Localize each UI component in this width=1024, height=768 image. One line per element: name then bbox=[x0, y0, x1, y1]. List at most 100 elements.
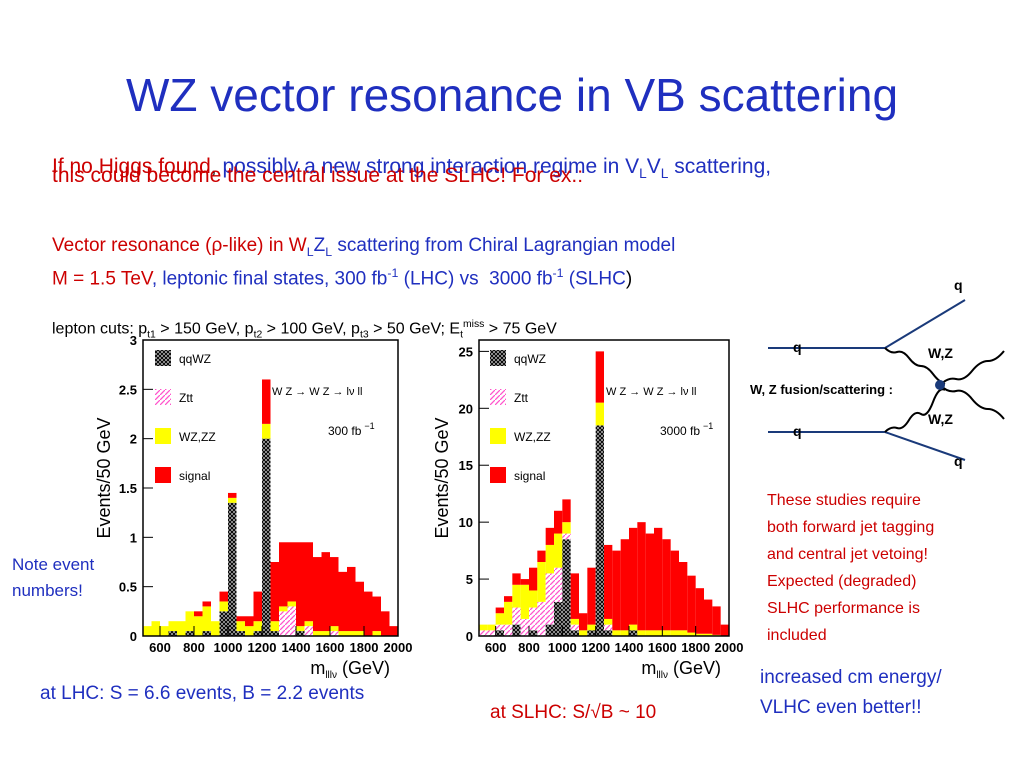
y-tick-label: 15 bbox=[459, 458, 473, 473]
bar-segment bbox=[554, 567, 563, 602]
y-axis-label: Events/50 GeV bbox=[432, 417, 452, 538]
bar-segment bbox=[236, 616, 245, 622]
legend-label: qqWZ bbox=[179, 352, 211, 366]
bar-segment bbox=[253, 621, 262, 632]
bar-segment bbox=[202, 601, 211, 607]
bar-segment bbox=[202, 606, 211, 632]
bar-segment bbox=[245, 626, 254, 636]
bar-segment bbox=[185, 611, 194, 632]
bar-segment bbox=[160, 626, 169, 636]
bar-segment bbox=[355, 581, 364, 632]
bar-segment bbox=[143, 626, 152, 636]
studies: These studies require both forward jet ta… bbox=[767, 487, 934, 649]
bar-segment bbox=[253, 591, 262, 622]
bar-segment bbox=[687, 575, 696, 633]
bar-segment bbox=[512, 584, 521, 608]
bar-segment bbox=[228, 492, 237, 498]
text: These studies require bbox=[767, 492, 921, 509]
text: included bbox=[767, 627, 827, 644]
bar-segment bbox=[236, 631, 245, 636]
bar-segment bbox=[262, 379, 271, 424]
bar-segment bbox=[529, 607, 538, 631]
x-axis-label: mlllν (GeV) bbox=[310, 658, 390, 681]
legend-swatch bbox=[490, 428, 506, 444]
bar-segment bbox=[381, 611, 390, 636]
bar-segment bbox=[211, 621, 220, 636]
text: -1 bbox=[552, 265, 564, 280]
text: L bbox=[660, 166, 669, 182]
bar-segment bbox=[670, 630, 679, 636]
y-tick-label: 1 bbox=[130, 530, 137, 545]
text: (LHC) vs 3000 fb bbox=[398, 268, 553, 290]
x-axis-label-part: m bbox=[641, 658, 656, 678]
bar-segment bbox=[296, 542, 305, 627]
bar-segment bbox=[520, 618, 529, 636]
bar-segment bbox=[712, 606, 721, 635]
bar-segment bbox=[279, 606, 288, 612]
x-tick-label: 1800 bbox=[681, 640, 710, 655]
y-tick-label: 1.5 bbox=[119, 481, 137, 496]
bar-segment bbox=[279, 611, 288, 636]
text: -1 bbox=[387, 265, 399, 280]
bar-segment bbox=[504, 596, 513, 602]
bar-segment bbox=[520, 579, 529, 585]
bar-segment bbox=[304, 626, 313, 636]
bar-segment bbox=[529, 630, 538, 636]
x-tick-label: 600 bbox=[485, 640, 507, 655]
bar-segment bbox=[629, 630, 638, 636]
bar-segment bbox=[570, 573, 579, 619]
bar-segment bbox=[330, 626, 339, 632]
title: WZ vector resonance in VB scattering bbox=[125, 69, 899, 121]
bar-segment bbox=[168, 631, 177, 636]
x-tick-label: 1600 bbox=[316, 640, 345, 655]
boson bbox=[939, 350, 1005, 386]
bar-segment bbox=[364, 591, 373, 636]
bar-segment bbox=[338, 631, 347, 636]
quark-label: q bbox=[793, 339, 802, 355]
bar-segment bbox=[495, 624, 504, 631]
bar-segment bbox=[604, 630, 613, 636]
text: t1 bbox=[147, 329, 156, 341]
bar-segment bbox=[287, 606, 296, 636]
model-line: M = 1.5 TeV, leptonic final states, 300 … bbox=[52, 243, 632, 291]
bar-segment bbox=[545, 573, 554, 625]
text: L bbox=[639, 166, 647, 182]
legend-swatch bbox=[490, 389, 506, 405]
boson-label: W,Z bbox=[928, 411, 953, 427]
text: , bbox=[210, 155, 217, 179]
bar-segment bbox=[612, 630, 621, 636]
y-tick-label: 3 bbox=[130, 333, 137, 348]
x-tick-label: 1400 bbox=[282, 640, 311, 655]
bar-segment bbox=[304, 621, 313, 627]
bar-segment bbox=[270, 631, 279, 636]
bar-segment bbox=[347, 566, 356, 632]
bar-segment bbox=[679, 630, 688, 636]
y-tick-label: 25 bbox=[459, 344, 473, 359]
quark-label: q bbox=[793, 423, 802, 439]
text: ) bbox=[625, 268, 633, 290]
bar-segment bbox=[562, 533, 571, 540]
text: lepton cuts: p bbox=[52, 320, 148, 338]
bar-segment bbox=[545, 544, 554, 574]
x-tick-label: 1200 bbox=[581, 640, 610, 655]
bar-segment bbox=[504, 601, 513, 625]
intro-line: this could become the central issue at t… bbox=[52, 164, 584, 187]
text: t3 bbox=[359, 329, 369, 341]
legend-label: WZ,ZZ bbox=[179, 430, 216, 444]
text: possibly a new strong interaction regime… bbox=[216, 155, 640, 179]
x-tick-label: 2000 bbox=[715, 640, 744, 655]
text: Z bbox=[313, 234, 326, 256]
bar-segment bbox=[253, 631, 262, 636]
bar-segment bbox=[570, 630, 579, 636]
bar-segment bbox=[595, 351, 604, 403]
bar-segment bbox=[347, 631, 356, 636]
text: L bbox=[325, 244, 333, 259]
bar-segment bbox=[570, 618, 579, 625]
y-tick-label: 0.5 bbox=[119, 580, 137, 595]
bar-segment bbox=[321, 631, 330, 636]
bar-segment bbox=[177, 621, 186, 636]
bar-segment bbox=[279, 542, 288, 607]
text: , leptonic final states, 300 fb bbox=[151, 268, 388, 290]
